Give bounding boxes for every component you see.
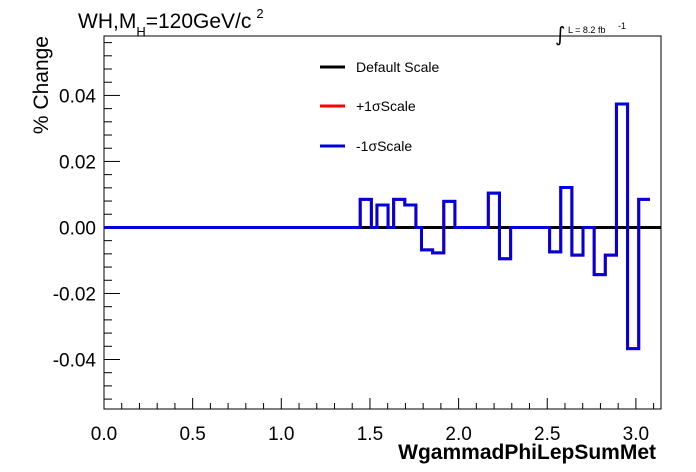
x-tick-label: 1.5: [357, 424, 383, 445]
legend: Default Scale +1σScale -1σScale: [320, 59, 439, 154]
y-tick-label: 0.00: [59, 218, 96, 239]
y-tick-label: 0.02: [59, 152, 96, 173]
x-tick-label: 0.5: [179, 424, 205, 445]
axis-tick-labels: 0.0 0.5 1.0 1.5 2.0 2.5 3.0 -0.04 -0.02 0.00 0.02 0…: [53, 86, 649, 445]
y-axis-label: % Change: [30, 36, 53, 134]
luminosity-text: L = 8.2 fb: [568, 25, 605, 35]
x-tick-label: 3.0: [623, 424, 649, 445]
luminosity-superscript: -1: [618, 21, 626, 31]
y-tick-label: -0.04: [53, 350, 97, 371]
axis-ticks: [103, 42, 655, 409]
x-tick-label: 2.0: [445, 424, 471, 445]
x-tick-label: 0.0: [91, 424, 117, 445]
integral-sign: ∫: [555, 22, 565, 46]
x-tick-label: 2.5: [534, 424, 560, 445]
legend-label: Default Scale: [356, 59, 439, 75]
chart-title: WH,MH=120GeV/c 2: [78, 6, 264, 39]
x-axis-label: WgammadPhiLepSumMet: [398, 441, 656, 464]
legend-label: -1σScale: [356, 138, 412, 154]
legend-label: +1σScale: [356, 98, 416, 114]
luminosity-label: ∫ L = 8.2 fb -1: [555, 21, 626, 46]
y-tick-label: -0.02: [53, 284, 96, 305]
data-series: [104, 102, 661, 351]
series-line--1-scale: [104, 102, 650, 351]
y-tick-label: 0.04: [59, 86, 96, 107]
x-tick-label: 1.0: [268, 424, 294, 445]
plot-frame: [103, 35, 662, 410]
